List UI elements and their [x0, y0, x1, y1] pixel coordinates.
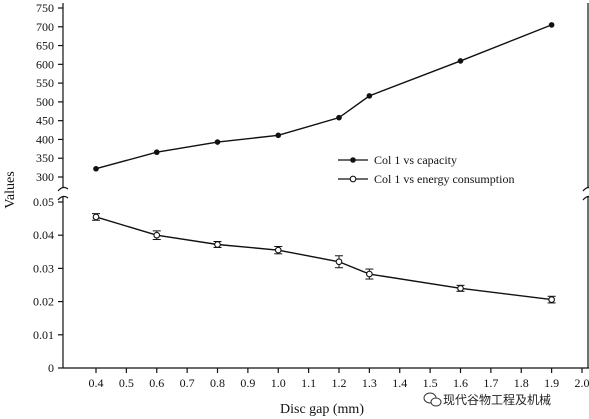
energy-point [548, 296, 555, 303]
bottom-y-axis: 0.05 0.04 0.03 0.02 0.01 0 [33, 195, 63, 375]
y-tick-label-top: 650 [36, 39, 54, 53]
energy-point [153, 231, 161, 239]
x-tick-label: 1.1 [301, 376, 316, 390]
capacity-point [214, 139, 221, 145]
capacity-point [548, 22, 555, 28]
legend-marker-capacity [350, 157, 356, 163]
watermark-text: 现代谷物工程及机械 [443, 392, 551, 407]
x-tick-label: 2.0 [575, 376, 589, 390]
energy-point [366, 270, 373, 278]
x-tick-label: 1.4 [392, 376, 407, 390]
y-tick-label-top: 300 [36, 170, 54, 184]
energy-point [214, 241, 221, 248]
capacity-point [93, 165, 99, 172]
axis-break-left-upper [57, 186, 69, 192]
energy-point [457, 284, 464, 292]
y-tick-label-top: 600 [36, 57, 54, 71]
axis-break-right-upper [582, 186, 589, 192]
y-tick-label-top: 400 [36, 132, 54, 146]
x-tick-label: 1.7 [483, 376, 498, 390]
energy-point [274, 246, 282, 254]
x-tick-label: 0.4 [89, 376, 104, 390]
y-tick-label-bottom: 0.01 [33, 328, 54, 342]
y-tick-label-top: 500 [36, 95, 54, 109]
y-tick-label-bottom: 0.02 [33, 295, 54, 309]
series-energy [92, 213, 556, 304]
x-tick-label: 1.2 [332, 376, 347, 390]
y-tick-label-bottom: 0.05 [33, 195, 54, 209]
x-tick-label: 1.5 [423, 376, 438, 390]
legend: Col 1 vs capacity Col 1 vs energy consump… [338, 153, 514, 186]
x-tick-label: 0.7 [180, 376, 195, 390]
top-y-axis: 750 700 650 600 550 500 450 400 350 300 [36, 1, 63, 184]
y-tick-label-top: 450 [36, 114, 54, 128]
y-axis-label: Values [3, 171, 18, 208]
x-tick-label: 1.6 [453, 376, 468, 390]
legend-label-capacity: Col 1 vs capacity [374, 153, 457, 167]
x-tick-label: 1.8 [514, 376, 529, 390]
legend-label-energy: Col 1 vs energy consumption [374, 172, 514, 186]
y-tick-label-bottom: 0.03 [33, 261, 54, 275]
y-tick-label-bottom: 0 [48, 361, 54, 375]
axis-break-left-lower [57, 195, 69, 201]
y-tick-label-top: 750 [36, 1, 54, 15]
watermark: 现代谷物工程及机械 [423, 392, 551, 407]
plot-frame [57, 3, 589, 369]
y-tick-label-top: 350 [36, 151, 54, 165]
x-tick-label: 1.0 [271, 376, 286, 390]
capacity-point [153, 149, 160, 156]
x-axis: 0.4 0.5 0.6 0.7 0.8 0.9 1.0 1.1 1.2 1.3 1.4 1.5 1.6 1… [89, 368, 589, 390]
axis-break-right-lower [582, 195, 589, 201]
capacity-point [275, 132, 282, 139]
capacity-line [95, 24, 552, 170]
energy-line [95, 216, 552, 301]
legend-marker-energy [349, 175, 357, 183]
capacity-point [336, 114, 342, 121]
capacity-point [457, 58, 464, 64]
series-capacity [93, 22, 555, 172]
x-tick-label: 1.3 [362, 376, 377, 390]
capacity-point [366, 93, 373, 99]
x-tick-label: 0.6 [149, 376, 164, 390]
x-tick-label: 1.9 [544, 376, 559, 390]
x-tick-label: 0.5 [119, 376, 134, 390]
wechat-icon [423, 392, 442, 407]
energy-point [335, 258, 343, 266]
y-tick-label-bottom: 0.04 [33, 228, 54, 242]
energy-point [92, 213, 100, 221]
x-tick-label: 0.9 [240, 376, 255, 390]
x-tick-label: 0.8 [210, 376, 225, 390]
x-axis-label: Disc gap (mm) [280, 402, 364, 417]
y-tick-label-top: 550 [36, 76, 54, 90]
y-tick-label-top: 700 [36, 20, 54, 34]
